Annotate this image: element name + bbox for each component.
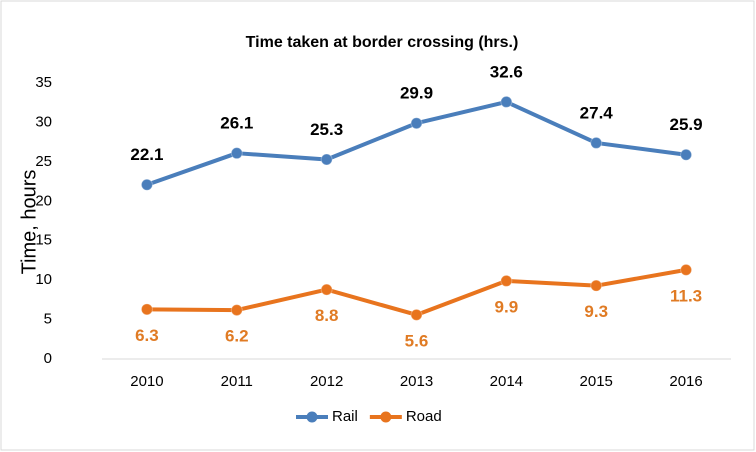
data-point (230, 304, 243, 317)
data-point (320, 283, 333, 296)
data-point (500, 95, 513, 108)
data-label: 29.9 (400, 84, 433, 103)
x-tick-label: 2010 (130, 373, 163, 390)
y-tick-label: 5 (44, 311, 52, 328)
legend-label: Road (406, 408, 442, 425)
x-tick-label: 2014 (490, 373, 523, 390)
data-point (320, 153, 333, 166)
data-point (680, 263, 693, 276)
data-label: 32.6 (490, 62, 523, 81)
y-tick-label: 20 (35, 192, 52, 209)
data-label: 5.6 (405, 331, 429, 350)
data-point (230, 147, 243, 160)
legend-label: Rail (332, 408, 358, 425)
data-label: 22.1 (130, 145, 163, 164)
x-tick-label: 2016 (669, 373, 702, 390)
y-tick-label: 10 (35, 271, 52, 288)
data-label: 9.9 (495, 297, 519, 316)
data-label: 6.2 (225, 327, 249, 346)
y-tick-label: 0 (44, 350, 52, 367)
data-point (410, 308, 423, 321)
data-point (590, 279, 603, 292)
data-label: 25.3 (310, 120, 343, 139)
x-tick-label: 2011 (221, 373, 253, 390)
data-label: 9.3 (584, 302, 608, 321)
x-tick-label: 2013 (400, 373, 433, 390)
y-tick-label: 25 (35, 153, 52, 170)
y-axis-label: Time, hours (18, 170, 40, 275)
legend-marker (306, 411, 318, 423)
x-tick-label: 2015 (580, 373, 613, 390)
data-label: 8.8 (315, 306, 339, 325)
data-label: 11.3 (670, 286, 702, 305)
data-point (410, 117, 423, 130)
data-point (500, 274, 513, 287)
data-point (680, 148, 693, 161)
chart-title: Time taken at border crossing (hrs.) (246, 34, 519, 51)
y-tick-label: 35 (35, 74, 52, 91)
x-tick-label: 2012 (310, 373, 343, 390)
legend-marker (380, 411, 392, 423)
data-point (590, 136, 603, 149)
y-tick-label: 30 (35, 113, 52, 130)
data-point (140, 178, 153, 191)
data-label: 26.1 (220, 114, 253, 133)
data-label: 25.9 (670, 115, 703, 134)
data-label: 6.3 (135, 326, 159, 345)
y-tick-label: 15 (35, 232, 52, 249)
data-label: 27.4 (580, 103, 614, 122)
data-point (140, 303, 153, 316)
